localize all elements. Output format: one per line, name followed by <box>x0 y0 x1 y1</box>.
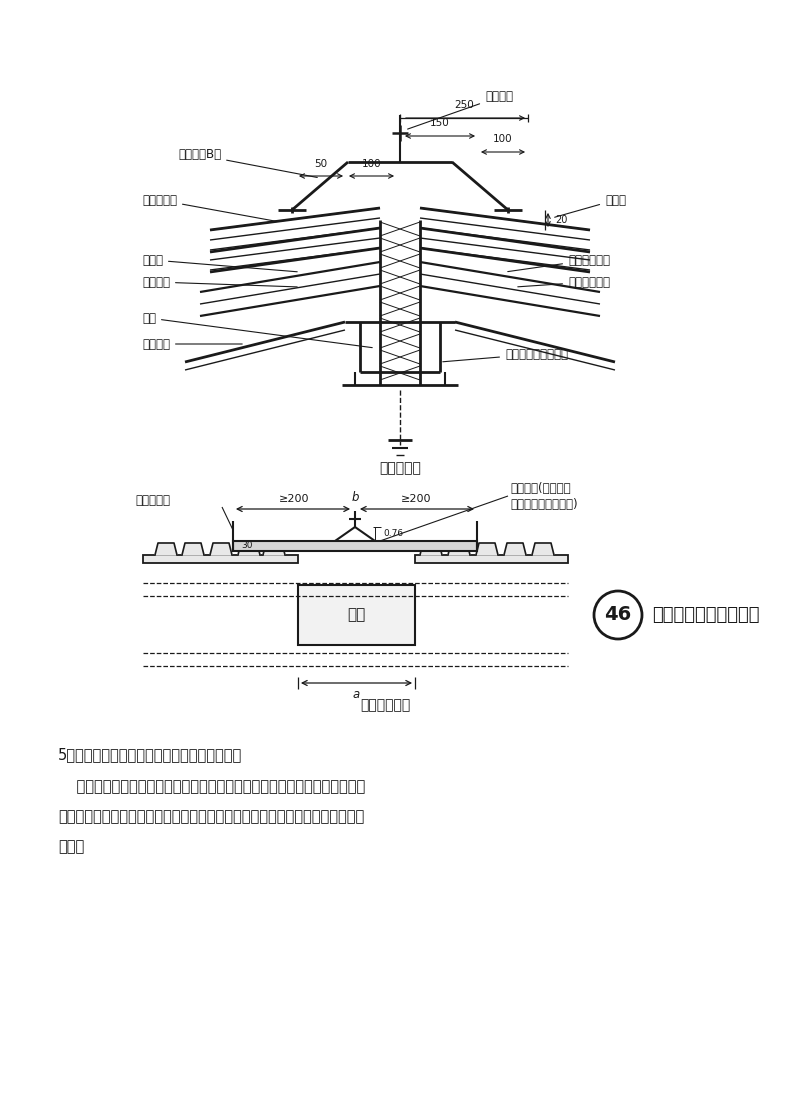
Polygon shape <box>476 543 498 556</box>
Text: 250: 250 <box>454 100 474 110</box>
Text: 拉铆钉: 拉铆钉 <box>554 194 626 217</box>
Bar <box>143 556 298 563</box>
Polygon shape <box>420 543 442 556</box>
Text: 采光板支架二: 采光板支架二 <box>518 276 610 289</box>
Text: 封胶。: 封胶。 <box>58 839 84 853</box>
Text: 自攻螺钉(檩条之间: 自攻螺钉(檩条之间 <box>510 482 570 495</box>
Text: 采光板搭接于彩钢板上侧，并采用自攻螺钉进行固定，固定后对两侧接缝满打密: 采光板搭接于彩钢板上侧，并采用自攻螺钉进行固定，固定后对两侧接缝满打密 <box>58 809 364 824</box>
Text: 30: 30 <box>241 541 253 550</box>
Text: 泡沫堵头: 泡沫堵头 <box>142 276 297 289</box>
Text: 变形缝盖板: 变形缝盖板 <box>135 494 170 506</box>
Text: 0.76: 0.76 <box>383 530 403 539</box>
Text: ≥200: ≥200 <box>401 494 432 504</box>
Text: 5、屋面采光板及通风天窗与彩钢板的连接节点: 5、屋面采光板及通风天窗与彩钢板的连接节点 <box>58 747 242 762</box>
Text: 100: 100 <box>493 134 512 144</box>
Text: 挡水板: 挡水板 <box>142 253 297 272</box>
Polygon shape <box>238 543 260 556</box>
Polygon shape <box>504 543 526 556</box>
Polygon shape <box>532 543 554 556</box>
Text: 46: 46 <box>604 606 632 625</box>
Polygon shape <box>210 543 232 556</box>
Text: 轻质聚氨酯泡沫填充: 轻质聚氨酯泡沫填充 <box>443 347 568 362</box>
Polygon shape <box>155 543 177 556</box>
Text: 檩条: 檩条 <box>348 607 366 623</box>
Text: 波形采光板: 波形采光板 <box>142 194 277 222</box>
Bar <box>233 541 477 551</box>
Polygon shape <box>448 543 470 556</box>
Text: 檩条: 檩条 <box>142 311 372 347</box>
Text: 150: 150 <box>430 118 450 128</box>
Text: 屋脊盖板B型: 屋脊盖板B型 <box>178 149 318 177</box>
Text: ≥200: ≥200 <box>279 494 309 504</box>
Polygon shape <box>182 543 204 556</box>
Text: 50: 50 <box>314 159 328 169</box>
Text: 屋脊底板: 屋脊底板 <box>142 337 242 351</box>
Text: 板与板用拉铆钉连接): 板与板用拉铆钉连接) <box>510 497 577 511</box>
Text: 自攻螺钉: 自攻螺钉 <box>408 91 513 129</box>
Text: 在屋面采光板安装之前先将采光板两侧的彩钢板安装固定到位，然后将屋面: 在屋面采光板安装之前先将采光板两侧的彩钢板安装固定到位，然后将屋面 <box>58 780 365 794</box>
Text: b: b <box>351 491 359 504</box>
Bar <box>415 556 568 563</box>
Text: a: a <box>353 688 360 701</box>
Text: 屋脊节点图: 屋脊节点图 <box>379 461 421 475</box>
Polygon shape <box>263 543 285 556</box>
Text: 采光板支架一: 采光板支架一 <box>508 253 610 272</box>
Bar <box>298 585 415 645</box>
Text: 20: 20 <box>555 215 567 225</box>
Text: 变形缝节点图: 变形缝节点图 <box>360 698 410 712</box>
Text: 紧固件连接屋面变形缝: 紧固件连接屋面变形缝 <box>652 606 760 624</box>
Text: 100: 100 <box>362 159 382 169</box>
